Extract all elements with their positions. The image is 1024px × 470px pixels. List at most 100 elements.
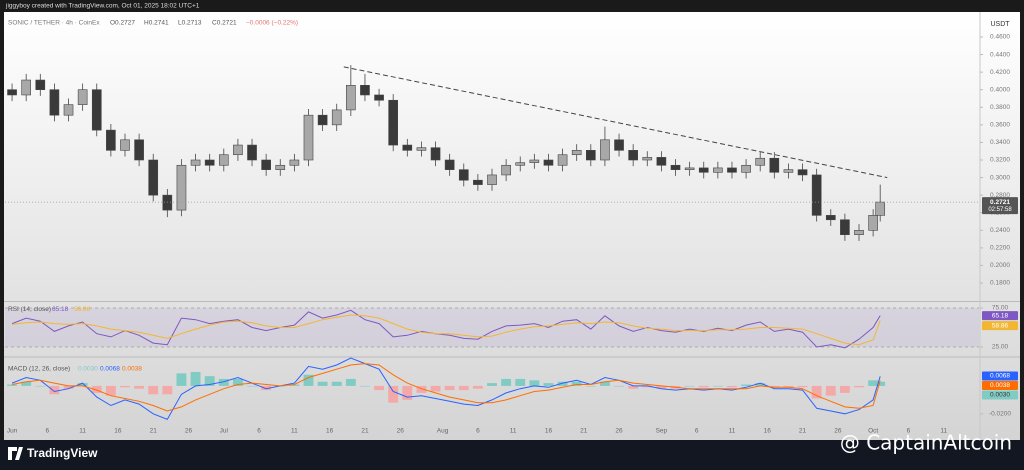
histogram-bar bbox=[783, 385, 794, 388]
candle-body bbox=[515, 162, 526, 166]
value-tag bbox=[982, 381, 1018, 390]
y-tick-label: 75.00 bbox=[992, 305, 1009, 312]
candle-body bbox=[233, 144, 243, 156]
value-tag-label: 0.0030 bbox=[990, 392, 1010, 399]
x-tick-label: Jun bbox=[7, 428, 18, 435]
y-tick-label: 0.4600 bbox=[990, 34, 1010, 41]
histogram-bar bbox=[472, 385, 483, 389]
histogram-bar bbox=[839, 385, 850, 393]
y-tick-label: 0.4000 bbox=[990, 86, 1010, 93]
x-tick-label: 11 bbox=[291, 428, 298, 435]
histogram-bar bbox=[120, 385, 130, 388]
candle-body bbox=[35, 79, 46, 91]
x-tick-label: Oct bbox=[868, 428, 878, 435]
candle-body bbox=[875, 201, 886, 216]
footer-bar bbox=[0, 440, 1024, 470]
y-tick-label: 0.4200 bbox=[990, 69, 1010, 76]
histogram-bar bbox=[91, 385, 102, 393]
candle-body bbox=[402, 144, 413, 151]
x-tick-label: 16 bbox=[545, 428, 553, 435]
value-tag bbox=[982, 371, 1018, 381]
y-tick-label: 0.4400 bbox=[990, 51, 1010, 58]
histogram-bar bbox=[289, 384, 300, 386]
histogram-bar bbox=[642, 385, 653, 388]
candle-body bbox=[769, 157, 780, 173]
histogram-bar bbox=[176, 373, 187, 386]
histogram-bar bbox=[868, 380, 879, 386]
legend-value: 0.0068 bbox=[100, 366, 120, 373]
candle-body bbox=[642, 157, 653, 161]
candle-body bbox=[331, 109, 342, 126]
candle-body bbox=[473, 179, 483, 185]
histogram-bar bbox=[875, 381, 886, 386]
value-tag-label: 0.0068 bbox=[990, 373, 1010, 380]
candle-body bbox=[346, 85, 356, 111]
histogram-bar bbox=[741, 384, 752, 386]
axis-unit: USDT bbox=[990, 21, 1010, 28]
y-tick-label: 25.00 bbox=[992, 344, 1009, 351]
rsi-band bbox=[5, 307, 979, 348]
chart-panel bbox=[4, 12, 1020, 440]
histogram-bar bbox=[515, 378, 526, 386]
histogram-bar bbox=[134, 385, 145, 389]
histogram-bar bbox=[656, 385, 667, 389]
candle-body bbox=[628, 150, 638, 161]
value-tag bbox=[982, 321, 1018, 331]
candle-body bbox=[797, 169, 808, 176]
y-tick-label: 0.3400 bbox=[990, 139, 1010, 146]
y-tick-label: 0.1800 bbox=[990, 280, 1010, 287]
price-tag bbox=[982, 197, 1018, 215]
histogram-bar bbox=[755, 383, 766, 386]
histogram-bar bbox=[416, 385, 427, 393]
histogram-bar bbox=[303, 374, 314, 386]
candle-body bbox=[684, 167, 695, 170]
x-tick-label: 11 bbox=[729, 428, 736, 435]
candle-body bbox=[63, 104, 74, 116]
histogram-bar bbox=[402, 385, 413, 400]
candle-body bbox=[854, 230, 864, 235]
histogram-bar bbox=[543, 383, 554, 386]
ohlc-value: O0.2727 bbox=[110, 20, 135, 27]
histogram-bar bbox=[599, 381, 610, 386]
legend-value: 58.86 bbox=[74, 306, 91, 313]
x-tick-label: 11 bbox=[940, 428, 947, 435]
histogram-bar bbox=[614, 385, 624, 387]
x-tick-label: Sep bbox=[656, 428, 668, 435]
x-tick-label: 6 bbox=[695, 428, 699, 435]
histogram-bar bbox=[331, 381, 342, 386]
x-tick-label: 16 bbox=[114, 428, 122, 435]
candle-body bbox=[162, 194, 173, 211]
histogram-bar bbox=[501, 378, 512, 386]
logo-icon bbox=[8, 447, 23, 460]
candle-body bbox=[698, 167, 709, 173]
histogram-bar bbox=[162, 385, 173, 395]
x-tick-label: 26 bbox=[615, 428, 623, 435]
candle-body bbox=[7, 89, 17, 96]
y-tick-label: 0.3600 bbox=[990, 122, 1010, 129]
candle-body bbox=[49, 89, 60, 116]
candle-body bbox=[868, 215, 878, 231]
histogram-bar bbox=[105, 385, 116, 396]
candle-body bbox=[275, 164, 286, 170]
histogram-bar bbox=[797, 385, 808, 388]
histogram-bar bbox=[21, 381, 32, 386]
countdown: 02:57:58 bbox=[988, 207, 1012, 213]
histogram-bar bbox=[769, 385, 780, 388]
ohlc-value: H0.2741 bbox=[144, 20, 169, 27]
value-tag-label: 58.86 bbox=[992, 322, 1009, 329]
x-tick-label: Aug bbox=[437, 428, 449, 435]
indicator-line bbox=[11, 309, 881, 349]
candle-body bbox=[713, 167, 723, 173]
candle-body bbox=[487, 174, 497, 185]
value-tag-label: 65.18 bbox=[992, 312, 1009, 319]
legend-value: 0.0038 bbox=[122, 366, 142, 373]
indicator-line bbox=[12, 363, 881, 412]
candle-body bbox=[755, 157, 766, 166]
candle-body bbox=[571, 150, 582, 156]
x-tick-label: 6 bbox=[46, 428, 50, 435]
histogram-bar bbox=[232, 378, 243, 386]
candle-body bbox=[360, 85, 370, 96]
x-tick-label: 26 bbox=[397, 428, 405, 435]
